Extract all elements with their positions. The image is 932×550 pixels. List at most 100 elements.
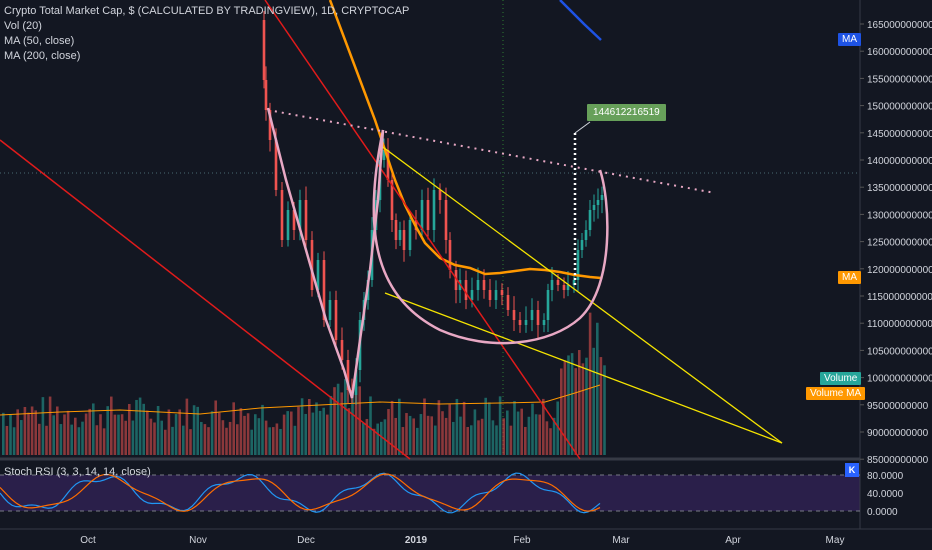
price-tick-label: 100000000000	[867, 374, 932, 385]
price-tick-label: 90000000000	[867, 428, 929, 439]
volume-bar	[441, 411, 444, 455]
candle-body	[398, 230, 402, 240]
candle-body	[408, 220, 412, 250]
volume-bar	[128, 403, 131, 455]
volume-bar	[182, 425, 185, 455]
volume-bar	[261, 404, 264, 455]
callout-label: 144612216519	[587, 104, 666, 121]
candle-body	[572, 280, 576, 285]
volume-bar	[5, 425, 9, 455]
volume-bar	[365, 418, 369, 455]
candle-body	[584, 230, 588, 240]
time-tick-label: Nov	[189, 535, 207, 546]
volume-bar	[549, 428, 552, 455]
volume-bar	[102, 428, 106, 455]
candle-body	[444, 200, 448, 240]
volume-bar	[329, 395, 333, 455]
stoch-rsi-legend[interactable]: Stoch RSI (3, 3, 14, 14, close)	[4, 466, 151, 478]
volume-bar	[272, 427, 275, 455]
volume-bar	[2, 412, 5, 455]
price-tick-label: 155000000000	[867, 74, 932, 85]
volume-bar	[189, 429, 192, 455]
volume-bar	[466, 426, 469, 455]
volume-bar	[131, 420, 135, 455]
volume-bar	[77, 427, 81, 455]
volume-bar	[408, 415, 412, 455]
volume-bar	[480, 418, 484, 455]
volume-bar	[311, 412, 315, 455]
volume-bar	[228, 421, 232, 455]
volume-bar	[516, 411, 520, 455]
candle-body	[454, 270, 458, 290]
volume-bar	[581, 363, 585, 455]
volume-bar	[27, 412, 30, 455]
legend-ma200[interactable]: MA (200, close)	[4, 50, 81, 62]
volume-bar	[124, 420, 127, 455]
stoch-rsi-d-line	[0, 473, 601, 512]
volume-bar	[81, 421, 84, 455]
time-tick-label: Feb	[513, 535, 531, 546]
volume-bar	[178, 409, 181, 455]
volume-bar	[45, 425, 48, 455]
candle-body	[346, 360, 350, 390]
volume-bar	[232, 402, 235, 455]
volume-bar	[390, 400, 394, 455]
volume-bar	[484, 397, 487, 455]
w-shape-left	[266, 107, 385, 399]
candle-body	[556, 280, 560, 285]
volume-bar	[578, 350, 581, 455]
volume-bar	[300, 398, 304, 455]
volume-bar	[214, 400, 217, 455]
volume-bar	[315, 402, 318, 455]
volume-bar	[171, 426, 174, 455]
volume-bar	[354, 386, 358, 455]
ma200-line	[559, 0, 602, 41]
volume-bar	[38, 423, 41, 455]
volume-bar	[290, 411, 293, 455]
volume-bar	[567, 355, 570, 455]
volume-bar	[405, 413, 408, 455]
volume-bar	[52, 415, 55, 455]
volume-bar	[473, 409, 477, 455]
volume-bar	[167, 409, 171, 455]
volume-bar	[527, 416, 531, 455]
volume-bar	[491, 420, 495, 455]
volume-bars	[2, 312, 606, 455]
volume-bar	[437, 400, 441, 455]
k-button[interactable]: K	[845, 463, 859, 477]
volume-bar	[153, 422, 156, 455]
price-tick-label: 105000000000	[867, 346, 932, 357]
price-tick-label: 115000000000	[867, 292, 932, 303]
candle-body	[274, 140, 278, 190]
volume-bar	[221, 420, 225, 455]
candle-body	[298, 200, 302, 230]
volume-bar	[200, 421, 203, 455]
volume-bar	[552, 417, 556, 455]
candle-body	[402, 230, 406, 250]
volume-bar	[585, 357, 588, 455]
candle-body	[482, 280, 486, 290]
volume-bar	[495, 425, 498, 455]
volume-bar	[534, 414, 538, 455]
volume-bar	[369, 396, 372, 455]
legend-ma50[interactable]: MA (50, close)	[4, 35, 75, 47]
volume-bar	[70, 424, 73, 455]
legend-vol[interactable]: Vol (20)	[4, 20, 42, 32]
red-trendline-left	[0, 139, 411, 460]
volume-bar	[538, 414, 541, 455]
volume-bar	[146, 410, 149, 455]
volume-bar	[596, 322, 599, 455]
volume-bar	[498, 396, 502, 455]
time-tick-label: Apr	[725, 535, 741, 546]
volume-bar	[506, 410, 509, 455]
price-tick-label: 140000000000	[867, 156, 932, 167]
volume-bar	[246, 413, 250, 455]
candle-body	[546, 290, 550, 320]
volume-bar	[477, 420, 480, 455]
volume-bar	[192, 405, 196, 455]
volume-bar	[308, 398, 311, 455]
volume-ma-line	[0, 384, 601, 416]
candle-body	[592, 205, 596, 210]
volume-bar	[488, 402, 491, 455]
